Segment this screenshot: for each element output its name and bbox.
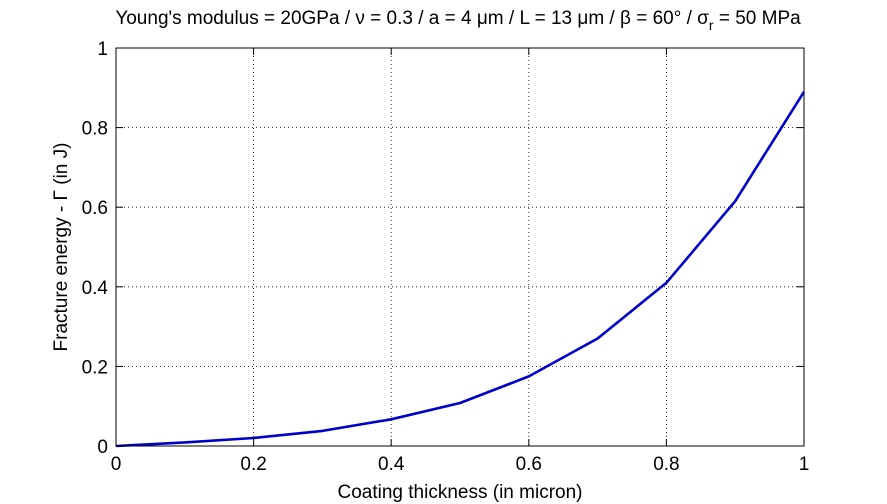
x-tick-label: 0.4 [378,454,405,475]
y-tick-label: 0.4 [82,278,109,299]
axes-box [115,47,805,447]
y-tick-label: 0.6 [82,198,108,219]
series-layer [115,91,806,448]
x-tick-label: 0.6 [516,454,542,475]
x-tick-label: 0 [111,454,122,475]
ticks: 0 0.2 0.4 0.6 0.8 1 0 0.2 0.4 0.6 0.8 1 [82,39,810,475]
x-tick-label: 0.2 [240,454,266,475]
x-tick-label: 0.8 [653,454,679,475]
chart-title-main: Young's modulus = 20GPa / ν = 0.3 / a = … [115,8,709,29]
y-tick-label: 0.8 [82,119,108,140]
chart-title: Young's modulus = 20GPa / ν = 0.3 / a = … [115,8,801,33]
y-tick-label: 1 [97,39,108,60]
grid [116,48,804,446]
chart-title-subscript: r [709,17,714,33]
y-tick-label: 0 [97,437,108,458]
series-line-0 [115,91,806,448]
x-tick-label: 1 [799,454,810,475]
chart-title-suffix: = 50 MPa [714,8,802,29]
x-axis-label: Coating thickness (in micron) [338,482,583,503]
y-axis-label: Fracture energy - Γ (in J) [51,143,72,352]
y-tick-label: 0.2 [82,357,108,378]
